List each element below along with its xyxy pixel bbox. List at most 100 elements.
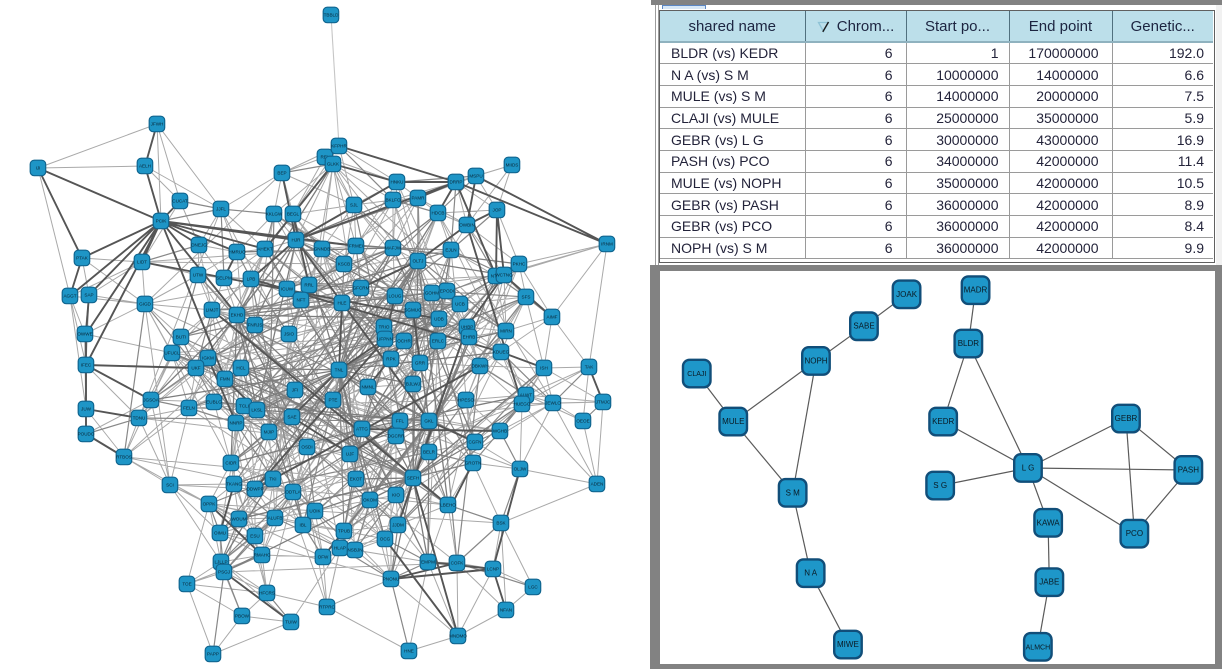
svg-text:SCI: SCI [166, 483, 174, 488]
svg-text:ODWPP: ODWPP [246, 487, 263, 492]
svg-text:JTMJC: JTMJC [596, 400, 611, 405]
svg-text:PAMR: PAMR [412, 196, 426, 201]
svg-text:GLKK: GLKK [327, 162, 340, 167]
svg-text:JGSOA: JGSOA [143, 398, 160, 403]
svg-text:IFEC: IFEC [81, 363, 92, 368]
svg-text:OWBIN: OWBIN [459, 223, 475, 228]
svg-text:CLAJI: CLAJI [687, 371, 706, 378]
svg-text:OFW: OFW [318, 555, 329, 560]
svg-text:TOE: TOE [182, 582, 191, 587]
svg-text:ADEN: ADEN [591, 482, 604, 487]
svg-text:S G: S G [933, 481, 947, 490]
svg-text:POUDO: POUDO [78, 432, 95, 437]
svg-text:MJIP: MJIP [264, 430, 274, 435]
svg-text:JFWH: JFWH [151, 122, 164, 127]
svg-text:BJLWJ: BJLWJ [406, 382, 420, 387]
svg-text:MADR: MADR [964, 286, 988, 295]
svg-text:MSPU: MSPU [469, 174, 482, 179]
svg-text:PAPP: PAPP [207, 652, 219, 657]
svg-text:ALWT: ALWT [520, 393, 533, 398]
svg-text:OSDI: OSDI [301, 445, 312, 450]
svg-text:TNL: TNL [335, 368, 344, 373]
svg-text:RTPRC: RTPRC [319, 605, 335, 610]
svg-text:LGC: LGC [528, 585, 538, 590]
svg-text:OLTJ: OLTJ [413, 259, 424, 264]
svg-text:S M: S M [786, 488, 801, 497]
svg-text:N A: N A [804, 569, 818, 578]
svg-text:AGGT: AGGT [63, 294, 76, 299]
svg-text:OCG: OCG [380, 537, 391, 542]
svg-text:ISH: ISH [540, 366, 548, 371]
svg-text:HMRUO: HMRUO [228, 250, 246, 255]
svg-text:EUBLG: EUBLG [206, 400, 222, 405]
svg-text:RPK: RPK [386, 357, 396, 362]
svg-text:EMPM: EMPM [421, 560, 435, 565]
svg-text:LPB: LPB [247, 277, 256, 282]
svg-text:L G: L G [1022, 464, 1035, 473]
svg-text:NNRP: NNRP [229, 421, 242, 426]
svg-text:BELR: BELR [423, 450, 436, 455]
svg-text:ALUFB: ALUFB [268, 516, 283, 521]
svg-text:UFPNN: UFPNN [377, 337, 393, 342]
svg-text:OWWE: OWWE [77, 332, 92, 337]
svg-text:LKSL: LKSL [251, 408, 263, 413]
svg-text:UHBP: UHBP [461, 325, 474, 330]
svg-text:TAK: TAK [585, 365, 595, 370]
svg-text:NMNL: NMNL [361, 385, 374, 390]
svg-text:JOAK: JOAK [896, 290, 918, 299]
svg-text:HJR: HJR [292, 238, 302, 243]
svg-text:JOP: JOP [493, 208, 502, 213]
svg-text:TUIW: TUIW [285, 620, 297, 625]
svg-text:IBL: IBL [300, 523, 307, 528]
svg-text:JEWLO: JEWLO [545, 401, 561, 406]
svg-text:JSIO: JSIO [284, 332, 295, 337]
svg-text:RMAHC: RMAHC [254, 553, 272, 558]
svg-text:OBKWH: OBKWH [471, 364, 488, 369]
svg-text:GNNDB: GNNDB [314, 247, 331, 252]
svg-text:IRNM: IRNM [601, 242, 613, 247]
svg-text:AELH: AELH [139, 164, 151, 169]
svg-text:EKOT: EKOT [350, 477, 363, 482]
svg-text:UJF: UJF [346, 452, 355, 457]
svg-text:ATTG: ATTG [356, 427, 368, 432]
svg-text:PASH: PASH [1178, 466, 1199, 475]
svg-text:HLAP: HLAP [334, 546, 346, 551]
svg-text:LJLLP: LJLLP [214, 560, 227, 565]
svg-text:FELN: FELN [183, 406, 195, 411]
svg-text:IGKM: IGKM [202, 356, 214, 361]
svg-text:JJDM: JJDM [392, 523, 404, 528]
svg-text:BEGL: BEGL [287, 212, 300, 217]
svg-text:UDB: UDB [434, 317, 444, 322]
svg-text:FFL: FFL [396, 419, 405, 424]
svg-text:UFUCL: UFUCL [164, 351, 180, 356]
svg-text:JABE: JABE [1039, 578, 1059, 587]
svg-text:LIMJT: LIMJT [206, 308, 219, 313]
svg-text:SAP: SAP [84, 293, 93, 298]
svg-text:TRIO: TRIO [379, 325, 390, 330]
svg-text:RRL: RRL [304, 283, 314, 288]
svg-text:HNKU: HNKU [390, 180, 403, 185]
svg-text:SEFH: SEFH [407, 476, 419, 481]
svg-text:BLDR: BLDR [958, 339, 980, 348]
svg-text:OCHR: OCHR [397, 339, 411, 344]
svg-text:BUTI: BUTI [176, 335, 186, 340]
svg-text:CUCAT: CUCAT [172, 199, 188, 204]
svg-text:OPPK: OPPK [203, 502, 217, 507]
svg-text:MAFJW: MAFJW [385, 246, 402, 251]
svg-text:NFT: NFT [297, 298, 306, 303]
svg-text:UTW: UTW [193, 273, 204, 278]
svg-text:PSGJ: PSGJ [218, 570, 230, 575]
svg-text:FMN: FMN [220, 377, 230, 382]
svg-text:GFCRM: GFCRM [353, 286, 370, 291]
svg-text:KKLGW: KKLGW [266, 212, 283, 217]
svg-text:MIRN: MIRN [500, 329, 512, 334]
svg-text:KDUEG: KDUEG [493, 350, 510, 355]
svg-text:SGMUO: SGMUO [404, 308, 422, 313]
svg-text:BSK: BSK [496, 521, 506, 526]
svg-text:EHRB: EHRB [463, 335, 476, 340]
svg-text:SABE: SABE [853, 322, 874, 331]
svg-text:PCIK: PCIK [156, 219, 168, 224]
svg-text:PTE: PTE [329, 398, 338, 403]
svg-text:OEOE: OEOE [576, 419, 589, 424]
svg-text:HDCB: HDCB [431, 211, 444, 216]
